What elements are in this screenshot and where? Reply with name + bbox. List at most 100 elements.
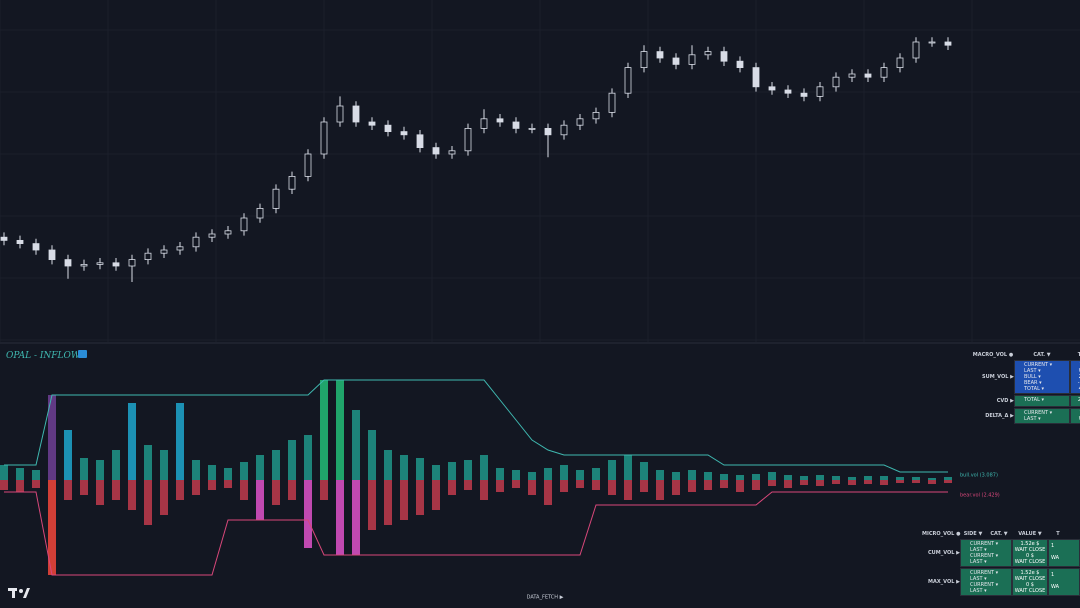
candle-body — [560, 124, 568, 136]
category-label: CURRENT ▾ — [970, 541, 999, 547]
candle-body — [320, 121, 328, 155]
row-label: MAX_VOL ▶ — [927, 579, 960, 585]
histogram-bar — [560, 480, 568, 492]
table-header: SIDE ▼ — [963, 531, 983, 537]
histogram-bar — [752, 480, 760, 490]
row-label: SUM_VOL ▶ — [982, 374, 1014, 380]
candle-body — [80, 263, 88, 267]
candle-body — [800, 92, 808, 97]
candle-body — [688, 54, 696, 65]
histogram-bar — [576, 480, 584, 488]
category-label: CURRENT ▾ — [1024, 362, 1053, 368]
table-header: CAT. ▼ — [990, 531, 1008, 537]
candle-body — [240, 217, 248, 232]
histogram-bar — [944, 477, 952, 480]
candle-body — [768, 86, 776, 91]
histogram-bar — [432, 480, 440, 510]
histogram-bar — [496, 480, 504, 492]
histogram-bar — [64, 480, 72, 500]
table-header: TOTA — [1077, 352, 1080, 358]
value-cell — [1070, 408, 1080, 424]
histogram-bar — [272, 480, 280, 505]
candle-body — [512, 121, 520, 129]
row-label: DELTA_Δ ▶ — [985, 413, 1014, 419]
histogram-bar — [128, 480, 136, 510]
histogram-bar — [240, 462, 248, 480]
candle-body — [256, 207, 264, 219]
candle-body — [880, 67, 888, 78]
category-label: TOTAL ▾ — [1024, 386, 1044, 392]
value-label: WA — [1051, 555, 1060, 561]
histogram-bar — [464, 460, 472, 480]
row-label: CUM_VOL ▶ — [927, 550, 960, 556]
row-label: CVD ▶ — [996, 398, 1014, 404]
candle-body — [176, 246, 184, 251]
histogram-bar — [256, 455, 264, 480]
histogram-bar — [352, 480, 360, 555]
table-header: T — [1056, 531, 1060, 537]
histogram-bar — [640, 480, 648, 492]
histogram-bar — [240, 480, 248, 500]
histogram-bar — [208, 465, 216, 480]
histogram-bar — [656, 470, 664, 480]
candle-body — [640, 51, 648, 68]
histogram-bar — [704, 472, 712, 480]
histogram-bar — [768, 480, 776, 486]
category-cell — [960, 539, 1012, 567]
histogram-bar — [176, 403, 184, 480]
value-label: 1.52e $ — [1020, 570, 1040, 576]
histogram-bar — [464, 480, 472, 490]
tv-logo — [8, 588, 30, 598]
histogram-bar — [688, 480, 696, 492]
candle-body — [832, 76, 840, 88]
histogram-bar — [800, 480, 808, 485]
table-header: MICRO_VOL ● — [922, 531, 961, 537]
value-label: WAIT CLOSE — [1014, 576, 1046, 582]
data-fetch-button[interactable]: DATA_FETCH ▶ — [527, 595, 564, 601]
category-label: LAST ▾ — [970, 588, 987, 594]
histogram-bar — [336, 380, 344, 480]
candle-body — [160, 249, 168, 254]
line-label: bear.vol (2.429) — [960, 493, 1000, 499]
histogram-bar — [320, 380, 328, 480]
candle-body — [496, 118, 504, 123]
candle-body — [64, 259, 72, 267]
histogram-bar — [480, 455, 488, 480]
histogram-bar — [736, 480, 744, 492]
candle-body — [736, 60, 744, 69]
histogram-bar — [624, 480, 632, 500]
band-line — [4, 379, 948, 473]
indicator-title: OPAL - INFLOW — [6, 351, 81, 361]
histogram-bar — [512, 470, 520, 480]
histogram-bar — [416, 480, 424, 515]
histogram-bar — [128, 403, 136, 480]
histogram-bar — [544, 468, 552, 480]
histogram-bar — [64, 430, 72, 480]
candle-body — [480, 118, 488, 129]
histogram-bar — [496, 468, 504, 480]
candle-body — [432, 147, 440, 155]
table-header: VALUE ▼ — [1018, 531, 1042, 537]
indicator-icon[interactable] — [78, 350, 87, 358]
candle-body — [224, 230, 232, 235]
value-label: 1 — [1051, 543, 1055, 549]
candle-body — [752, 67, 760, 88]
histogram-bar — [304, 480, 312, 548]
histogram-bar — [80, 480, 88, 495]
histogram-bar — [400, 480, 408, 520]
histogram-bar — [352, 410, 360, 480]
category-label: CURRENT ▾ — [970, 570, 999, 576]
value-cell — [1048, 539, 1080, 567]
histogram-bar — [288, 480, 296, 500]
category-cell — [1014, 408, 1070, 424]
table-header: CAT. ▼ — [1033, 352, 1051, 358]
category-label: LAST ▾ — [970, 576, 987, 582]
histogram-bar — [800, 476, 808, 480]
candle-body — [896, 57, 904, 69]
histogram-bar — [480, 480, 488, 500]
value-label: WA — [1051, 584, 1060, 590]
histogram-bar — [848, 480, 856, 485]
histogram-bar — [928, 478, 936, 480]
histogram-bar — [224, 480, 232, 488]
